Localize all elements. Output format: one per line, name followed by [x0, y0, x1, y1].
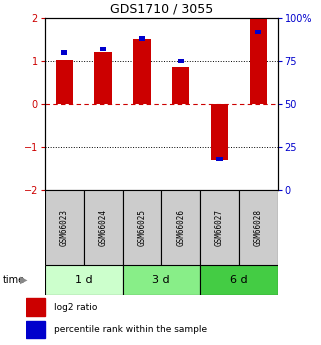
Text: GSM66028: GSM66028	[254, 209, 263, 246]
Text: percentile rank within the sample: percentile rank within the sample	[54, 325, 207, 334]
Text: GSM66027: GSM66027	[215, 209, 224, 246]
Bar	[94, 51, 112, 104]
Text: log2 ratio: log2 ratio	[54, 303, 97, 312]
Bar	[139, 37, 145, 41]
Text: GSM66026: GSM66026	[176, 209, 185, 246]
Bar	[45, 265, 123, 295]
Text: GSM66024: GSM66024	[99, 209, 108, 246]
Text: ▶: ▶	[20, 275, 28, 285]
Text: GSM66023: GSM66023	[60, 209, 69, 246]
Bar	[133, 39, 151, 104]
Bar	[26, 321, 46, 338]
Bar	[249, 18, 267, 104]
Bar	[45, 190, 84, 265]
Bar	[26, 298, 46, 316]
Bar	[56, 60, 73, 104]
Bar	[200, 265, 278, 295]
Text: 1 d: 1 d	[75, 275, 92, 285]
Bar	[211, 104, 228, 160]
Text: 3 d: 3 d	[152, 275, 170, 285]
Text: time: time	[3, 275, 25, 285]
Bar	[172, 67, 189, 104]
Bar	[61, 50, 67, 55]
Title: GDS1710 / 3055: GDS1710 / 3055	[110, 2, 213, 16]
Text: GSM66025: GSM66025	[137, 209, 146, 246]
Bar	[216, 157, 222, 161]
Bar	[200, 190, 239, 265]
Text: 6 d: 6 d	[230, 275, 248, 285]
Bar	[255, 30, 261, 34]
Bar	[123, 190, 161, 265]
Bar	[161, 190, 200, 265]
Bar	[123, 265, 200, 295]
Bar	[239, 190, 278, 265]
Bar	[100, 47, 106, 51]
Bar	[178, 59, 184, 63]
Bar	[84, 190, 123, 265]
